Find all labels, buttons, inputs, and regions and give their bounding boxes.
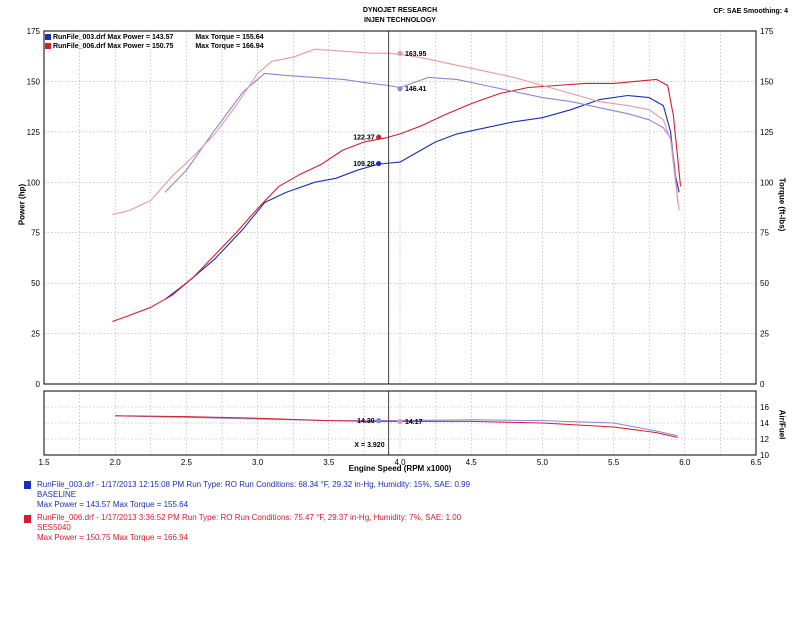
x-tick-label: 6.5 bbox=[750, 458, 762, 467]
y-axis-title-airfuel: Air/Fuel bbox=[777, 409, 787, 440]
legend-max-torque-1: Max Torque = 155.64 bbox=[195, 34, 264, 41]
footer-run1-line2: BASELINE bbox=[37, 490, 77, 499]
legend-swatch-blue bbox=[45, 34, 51, 41]
main-plot-series bbox=[112, 31, 682, 384]
series-line-power bbox=[112, 78, 682, 323]
x-tick-label: 4.0 bbox=[394, 458, 406, 467]
y-tick-label-torque: 75 bbox=[760, 229, 769, 238]
legend-max-power-1: Max Power = 143.57 bbox=[107, 34, 174, 41]
footer-run1-line1: RunFile_003.drf - 1/17/2013 12:15:08 PM … bbox=[37, 480, 471, 489]
cursor-value-marker bbox=[397, 50, 403, 56]
x-tick-label: 1.5 bbox=[38, 458, 50, 467]
legend-file-2: RunFile_006.drf bbox=[52, 43, 106, 50]
series-line-torque bbox=[164, 72, 679, 203]
legend-file-1: RunFile_003.drf bbox=[52, 34, 106, 41]
y-tick-label-power: 0 bbox=[36, 380, 41, 389]
x-tick-label: 3.5 bbox=[323, 458, 335, 467]
cursor-value-label: 122.37 bbox=[353, 135, 375, 142]
cursor-value-marker bbox=[376, 160, 382, 167]
y-tick-label-airfuel: 12 bbox=[760, 435, 769, 444]
af-cursor-value-marker bbox=[397, 419, 403, 425]
y-tick-label-power: 50 bbox=[31, 279, 40, 288]
footer-run2-line3: Max Power = 150.75 Max Torque = 166.94 bbox=[37, 533, 189, 542]
series-line-power bbox=[164, 94, 680, 300]
y-tick-label-power: 100 bbox=[27, 178, 41, 187]
x-tick-label: 2.0 bbox=[110, 458, 122, 467]
footer-swatch-blue bbox=[24, 481, 31, 489]
y-tick-label-torque: 25 bbox=[760, 330, 769, 339]
cursor-value-label: 163.95 bbox=[405, 51, 427, 58]
footer-run2-line1: RunFile_006.drf - 1/17/2013 3:36:52 PM R… bbox=[37, 513, 462, 522]
legend-swatch-red bbox=[45, 43, 51, 50]
y-axis-title-power: Power (hp) bbox=[17, 183, 27, 226]
af-series-line bbox=[115, 415, 678, 438]
cursor-value-label: 146.41 bbox=[405, 86, 427, 93]
x-tick-label: 6.0 bbox=[679, 458, 691, 467]
cursor-value-marker bbox=[397, 86, 403, 92]
y-tick-label-power: 175 bbox=[27, 27, 41, 36]
af-cursor-value-label: 14.17 bbox=[405, 419, 423, 426]
cursor-value-marker bbox=[376, 134, 382, 140]
main-plot-grid bbox=[43, 30, 757, 385]
x-tick-label: 3.0 bbox=[252, 458, 264, 467]
legend-entry-1: RunFile_003.drf Max Power = 143.57 Max T… bbox=[45, 34, 264, 41]
y-tick-label-torque: 125 bbox=[760, 128, 774, 137]
y-tick-label-torque: 100 bbox=[760, 178, 774, 187]
af-cursor-value-label: 14.30 bbox=[357, 418, 375, 425]
y-axis-title-torque: Torque (ft-lbs) bbox=[777, 177, 787, 232]
cursor-value-label: 109.28 bbox=[353, 161, 375, 168]
af-cursor-value-marker bbox=[376, 418, 382, 424]
footer-run2-line2: SES5040 bbox=[37, 523, 71, 532]
af-plot-grid bbox=[43, 391, 757, 456]
chart-title-line2: INJEN TECHNOLOGY bbox=[364, 17, 436, 24]
y-tick-label-power: 150 bbox=[27, 77, 41, 86]
af-plot-series bbox=[115, 391, 678, 455]
y-tick-label-torque: 50 bbox=[760, 279, 769, 288]
y-tick-label-power: 25 bbox=[31, 330, 40, 339]
y-tick-label-power: 125 bbox=[27, 128, 41, 137]
legend-max-torque-2: Max Torque = 166.94 bbox=[195, 43, 264, 50]
legend-max-power-2: Max Power = 150.75 bbox=[107, 43, 174, 50]
plot-frames bbox=[43, 30, 757, 456]
chart-title-line1: DYNOJET RESEARCH bbox=[362, 7, 438, 14]
y-tick-label-torque: 175 bbox=[760, 27, 774, 36]
y-tick-label-torque: 0 bbox=[760, 380, 765, 389]
footer-run1-line3: Max Power = 143.57 Max Torque = 155.64 bbox=[37, 500, 189, 509]
y-tick-label-airfuel: 16 bbox=[760, 403, 769, 412]
cursor-labels: X = 3.920 122.37 109.28 163.95 146.41 14.30 14… bbox=[353, 50, 427, 449]
axis-ticks: 0 0 25 25 50 50 75 75 100 100 125 125 150 150 175 175 10… bbox=[27, 27, 774, 467]
footer-swatch-red bbox=[24, 515, 31, 523]
cursor-x-readout: X = 3.920 bbox=[354, 442, 384, 449]
af-plot-frame bbox=[43, 390, 757, 456]
main-plot-frame bbox=[43, 30, 757, 385]
x-axis-title: Engine Speed (RPM x1000) bbox=[348, 464, 452, 473]
correction-smoothing-label: CF: SAE Smoothing: 4 bbox=[713, 8, 788, 15]
legend-entry-2: RunFile_006.drf Max Power = 150.75 Max T… bbox=[45, 43, 264, 50]
y-tick-label-power: 75 bbox=[31, 229, 40, 238]
y-tick-label-airfuel: 14 bbox=[760, 419, 769, 428]
x-tick-label: 5.0 bbox=[537, 458, 549, 467]
x-tick-label: 5.5 bbox=[608, 458, 620, 467]
y-tick-label-torque: 150 bbox=[760, 77, 774, 86]
y-tick-label-airfuel: 10 bbox=[760, 451, 769, 460]
x-tick-label: 2.5 bbox=[181, 458, 193, 467]
x-tick-label: 4.5 bbox=[466, 458, 478, 467]
